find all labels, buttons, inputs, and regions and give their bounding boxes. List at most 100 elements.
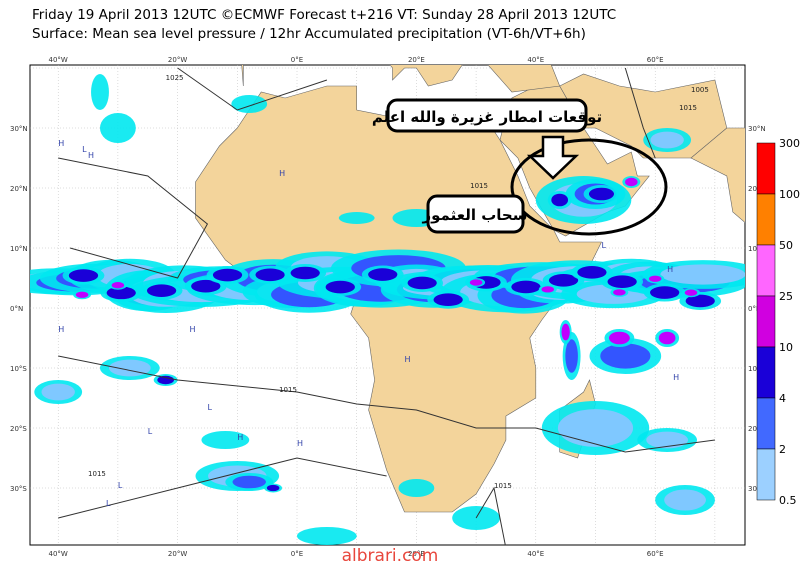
precip-area [290, 266, 320, 280]
lon-label-top: 40°E [527, 56, 544, 64]
precip-area [407, 276, 437, 290]
precip-area [664, 489, 706, 511]
map-labels: 40°W 40°W 20°W 20°W 0°E 0°E 20°E 20°E 40°E 40°E 60… [10, 56, 766, 558]
lat-label-right: 20°S [748, 425, 765, 433]
lon-label-bottom: 20°E [408, 550, 425, 558]
precip-area [266, 484, 280, 492]
isobar-label: 1025 [166, 74, 184, 82]
precip-area [607, 275, 637, 288]
isobar [624, 67, 656, 159]
legend-label: 10 [779, 341, 793, 354]
lat-label-left: 10°S [10, 365, 27, 373]
lon-label-top: 0°E [291, 56, 303, 64]
legend-swatch [756, 397, 776, 450]
precip-area [684, 289, 698, 296]
isobar [58, 157, 209, 279]
precip-area [658, 331, 676, 345]
pressure-center: L [601, 241, 606, 250]
precip-area [232, 475, 266, 489]
precip-area [511, 280, 541, 294]
annotations: توقعات امطار غزيرة والله اعلم سحاب العثم… [372, 98, 668, 236]
precip-area [99, 113, 136, 143]
pressure-center: H [190, 325, 196, 334]
pressure-center: H [88, 151, 94, 160]
lon-label-top: 20°E [408, 56, 425, 64]
precip-area [551, 193, 569, 207]
legend-label: 300 [779, 137, 800, 150]
landmass [241, 65, 561, 93]
map-body: 1025101510151015101510151005HHLHHHLLHHLH… [30, 65, 745, 545]
precip-area [255, 268, 285, 282]
lon-label-top: 60°E [647, 56, 664, 64]
isobar-label: 1015 [279, 386, 297, 394]
precip-area [469, 279, 483, 286]
lon-label-top: 20°W [168, 56, 187, 64]
lon-label-bottom: 60°E [647, 550, 664, 558]
precip-area [565, 339, 578, 373]
cloud-box [426, 194, 525, 234]
isobar [58, 457, 387, 519]
legend-label: 4 [779, 392, 786, 405]
precip-area [201, 431, 250, 449]
pressure-center: H [58, 325, 64, 334]
precip-area [231, 95, 268, 113]
legend-label: 2 [779, 443, 786, 456]
precip-area [91, 74, 109, 110]
lat-label-left: 0°N [10, 305, 23, 313]
precip-area [588, 187, 615, 201]
precip-area [660, 264, 745, 285]
pressure-center: L [207, 403, 212, 412]
pressure-center: H [673, 373, 679, 382]
precip-area [650, 286, 680, 299]
precip-area [191, 279, 221, 293]
precip-area [608, 331, 630, 345]
precip-area [68, 269, 99, 282]
lon-label-bottom: 40°E [527, 550, 544, 558]
legend: 300 100 50 25 10 4 2 0.5 [756, 137, 800, 507]
legend-label: 25 [779, 290, 793, 303]
legend-label: 50 [779, 239, 793, 252]
precip-area [368, 268, 398, 281]
lon-label-top: 40°W [49, 56, 68, 64]
legend-label: 0.5 [779, 494, 797, 507]
pressure-center: L [118, 481, 123, 490]
precip-area [613, 289, 626, 296]
cloud-text: سحاب العثمور [422, 206, 528, 224]
precip-area [338, 212, 375, 224]
lon-label-bottom: 40°W [49, 550, 68, 558]
header-line-2: Surface: Mean sea level pressure / 12hr … [32, 26, 586, 42]
precip-area [41, 383, 75, 401]
precip-area [650, 131, 684, 149]
precip-area [297, 527, 357, 545]
precip-area [625, 177, 638, 187]
forecast-box [386, 98, 588, 133]
precip-area [106, 286, 136, 300]
precip-area [541, 286, 555, 293]
precip-area [212, 268, 243, 282]
lat-label-left: 20°N [10, 185, 28, 193]
legend-swatch [756, 244, 776, 297]
precip-area [646, 431, 689, 449]
lat-label-left: 10°N [10, 245, 28, 253]
lat-label-right: 10°S [748, 365, 765, 373]
isobar-label: 1015 [470, 182, 488, 190]
highlight-ellipse [510, 138, 668, 236]
precip-area [600, 343, 651, 369]
arrow [526, 135, 580, 180]
legend-label: 100 [779, 188, 800, 201]
precip-area [111, 282, 125, 289]
precip-area [108, 359, 151, 377]
lon-label-bottom: 20°W [168, 550, 187, 558]
legend-swatch [756, 346, 776, 399]
precip-area [577, 265, 607, 279]
lon-label-bottom: 0°E [291, 550, 303, 558]
precip-area [146, 284, 177, 297]
legend-swatch [756, 295, 776, 348]
pressure-center: H [279, 169, 285, 178]
pressure-center: H [667, 265, 673, 274]
pressure-center: H [297, 439, 303, 448]
precip-area [157, 375, 175, 385]
lat-label-left: 30°S [10, 485, 27, 493]
isobar-label: 1015 [679, 104, 697, 112]
